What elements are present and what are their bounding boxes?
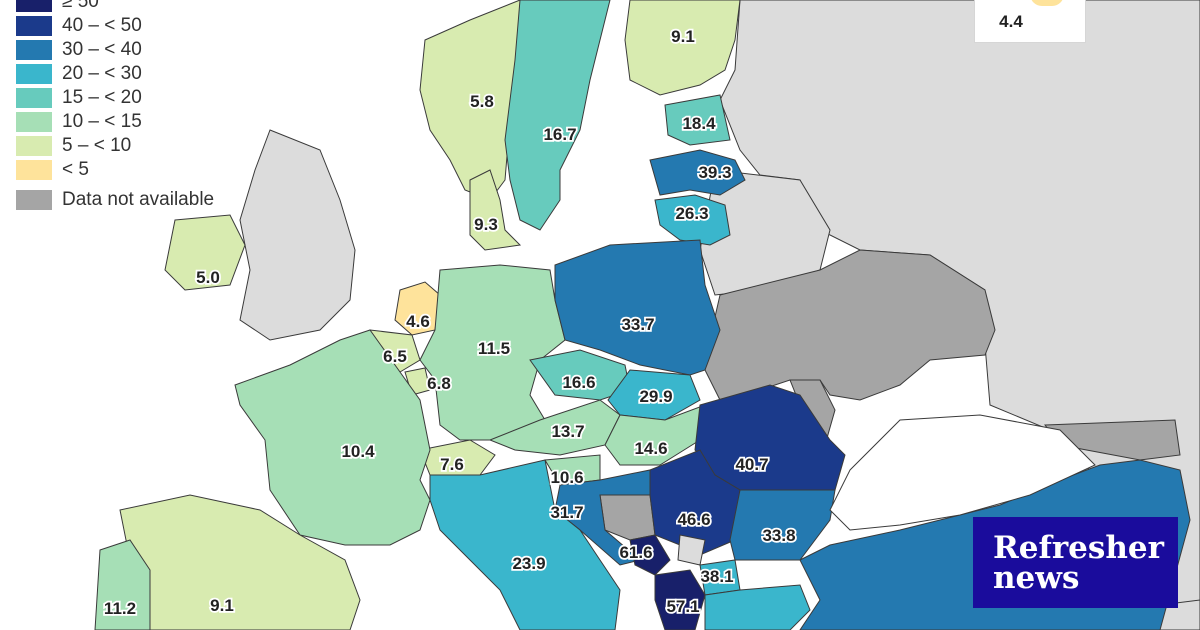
value-lithuania: 26.3 [675, 204, 708, 223]
legend-label: 5 – < 10 [62, 135, 132, 156]
black-sea [829, 414, 1096, 531]
legend-swatch [16, 40, 52, 60]
portugal-shape [94, 539, 151, 630]
uk-shape [239, 129, 356, 341]
value-spain: 9.1 [210, 596, 234, 615]
bulgaria-shape [729, 489, 836, 561]
value-north-macedonia: 38.1 [700, 567, 733, 586]
legend-label: 15 – < 20 [62, 87, 142, 108]
value-slovenia: 10.6 [550, 468, 583, 487]
legend-label: 20 – < 30 [62, 63, 142, 84]
legend-swatch [16, 64, 52, 84]
inset-value: 4.4 [999, 12, 1023, 31]
value-slovakia: 29.9 [639, 387, 672, 406]
value-latvia: 39.3 [698, 163, 731, 182]
non-eu-land [239, 0, 1200, 630]
value-france: 10.4 [341, 442, 375, 461]
legend-label: 10 – < 15 [62, 111, 142, 132]
value-estonia: 18.4 [682, 114, 716, 133]
value-ireland: 5.0 [196, 268, 220, 287]
value-sweden: 16.7 [543, 125, 576, 144]
italy-shape [429, 459, 621, 630]
not-available-land [599, 249, 1181, 541]
map-legend: ≥ 50 40 – < 50 30 – < 40 20 – < 30 15 – … [16, 0, 214, 212]
legend-label: 30 – < 40 [62, 39, 142, 60]
value-portugal: 11.2 [104, 599, 136, 618]
value-czechia: 16.6 [562, 373, 595, 392]
albania-shape [654, 569, 706, 630]
value-netherlands: 4.6 [406, 312, 430, 331]
value-hungary: 14.6 [634, 439, 667, 458]
legend-row: < 5 [16, 158, 214, 182]
denmark-shape [469, 169, 522, 251]
legend-label: < 5 [62, 159, 89, 180]
legend-row: 5 – < 10 [16, 134, 214, 158]
value-austria: 13.7 [551, 422, 584, 441]
inset-map: 4.4 [974, 0, 1086, 43]
value-montenegro: 61.6 [619, 543, 652, 562]
value-belgium: 6.5 [383, 347, 407, 366]
value-norway: 5.8 [470, 92, 494, 111]
switzerland-shape [419, 439, 496, 476]
ukraine-shape [704, 249, 996, 401]
legend-swatch [16, 112, 52, 132]
estonia-shape [664, 94, 731, 146]
seas [829, 414, 1096, 531]
value-romania: 40.7 [735, 455, 768, 474]
sweden-shape [504, 0, 611, 231]
value-labels: 9.1 5.8 16.7 18.4 39.3 26.3 9.3 5.0 4.6 … [102, 25, 797, 620]
value-switzerland: 7.6 [440, 455, 464, 474]
logo-line-2: news [993, 559, 1080, 596]
legend-swatch [16, 0, 52, 12]
refresher-news-logo: Refresher news [973, 517, 1178, 608]
legend-row: ≥ 50 [16, 0, 214, 14]
legend-label: 40 – < 50 [62, 15, 142, 36]
value-italy: 23.9 [512, 554, 545, 573]
value-luxembourg: 6.8 [427, 374, 451, 393]
value-germany: 11.5 [478, 339, 510, 358]
legend-row: 40 – < 50 [16, 14, 214, 38]
greece-shape [704, 584, 811, 630]
legend-label-not-available: Data not available [62, 189, 215, 210]
value-poland: 33.7 [621, 315, 654, 334]
montenegro-shape [629, 534, 671, 576]
legend-row: 15 – < 20 [16, 86, 214, 110]
legend-row: 10 – < 15 [16, 110, 214, 134]
legend-swatch [16, 160, 52, 180]
value-finland: 9.1 [671, 27, 695, 46]
legend-swatch [16, 88, 52, 108]
kosovo-shape [677, 534, 706, 566]
value-croatia: 31.7 [550, 503, 583, 522]
value-denmark: 9.3 [474, 215, 498, 234]
serbia-shape [649, 449, 741, 556]
legend-swatch [16, 136, 52, 156]
finland-shape [624, 0, 741, 96]
legend-row-not-available: Data not available [16, 188, 214, 212]
ireland-shape [164, 214, 246, 291]
legend-swatch [16, 16, 52, 36]
legend-label: ≥ 50 [62, 0, 99, 12]
poland-shape [554, 239, 721, 376]
latvia-shape [649, 149, 746, 196]
legend-row: 30 – < 40 [16, 38, 214, 62]
inset-territory [1030, 0, 1064, 6]
value-bulgaria: 33.8 [762, 526, 795, 545]
lithuania-shape [654, 194, 731, 246]
value-albania: 57.1 [666, 597, 699, 616]
logo-line-1: Refresher [993, 529, 1164, 566]
legend-row: 20 – < 30 [16, 62, 214, 86]
value-serbia: 46.6 [677, 510, 710, 529]
legend-swatch-not-available [16, 190, 52, 210]
